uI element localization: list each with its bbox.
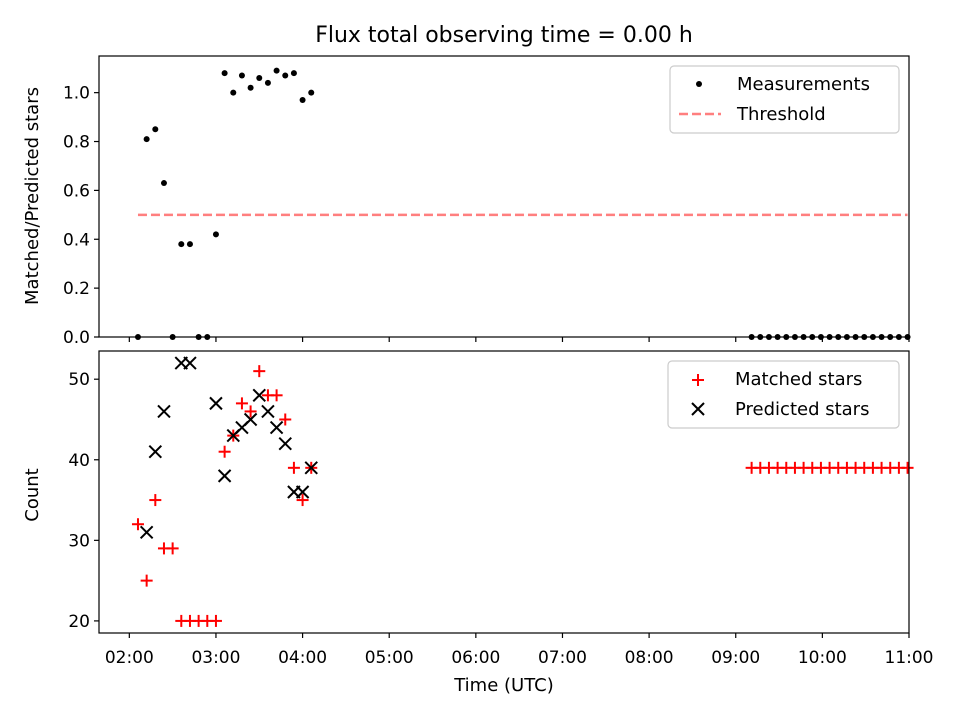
top-chart-title: Flux total observing time = 0.00 h <box>315 23 693 48</box>
matched-star-point <box>131 518 144 531</box>
x-tick-label: 09:00 <box>711 648 760 668</box>
predicted-star-point <box>183 356 197 370</box>
predicted-star-point <box>295 485 310 499</box>
matched-star-point <box>166 542 179 555</box>
bottom-y-tick-label: 30 <box>68 531 90 551</box>
matched-star-point <box>901 461 914 474</box>
predicted-star-point <box>157 404 171 419</box>
matched-star-point <box>287 461 300 474</box>
predicted-star-point <box>269 420 284 435</box>
bottom-legend-frame <box>667 360 900 429</box>
measurement-point <box>247 84 254 91</box>
x-tick-label: 04:00 <box>278 648 327 668</box>
predicted-star-point <box>252 388 266 403</box>
top-legend-frame <box>669 65 900 134</box>
predicted-star-point <box>209 396 223 411</box>
matched-star-point <box>296 494 309 507</box>
predicted-stars-legend-label: Predicted stars <box>735 399 869 420</box>
matched-star-point <box>149 494 162 507</box>
predicted-star-point <box>217 469 232 483</box>
x-tick-label: 02:00 <box>105 648 154 668</box>
matched-star-point <box>218 445 231 458</box>
x-tick-label: 03:00 <box>191 648 240 668</box>
matched-star-point <box>209 614 222 627</box>
matched-star-point <box>235 397 248 410</box>
measurement-point <box>143 136 150 143</box>
predicted-star-point <box>304 461 318 475</box>
top-y-tick-label: 1.0 <box>63 84 90 104</box>
x-tick-label: 05:00 <box>365 648 414 668</box>
measurement-point <box>308 89 315 96</box>
top-plot-area: 0.0 0.2 0.4 0.6 0.8 1.0 <box>63 55 911 348</box>
measurement-point <box>299 96 306 103</box>
x-tick-label: 11:00 <box>885 648 934 668</box>
measurements-legend-marker <box>696 81 702 87</box>
threshold-legend-label: Threshold <box>736 104 826 125</box>
matched-stars-legend-label: Matched stars <box>735 369 862 390</box>
measurement-point <box>290 70 297 77</box>
matched-star-point <box>253 365 266 378</box>
bottom-plot-area: 20 30 40 50 02:00 03:00 04:00 05:00 06:00 07:00 08… <box>68 350 934 668</box>
measurement-point <box>256 74 263 81</box>
measurement-point <box>282 72 289 79</box>
predicted-star-point <box>139 525 154 539</box>
x-tick-label: 10:00 <box>798 648 847 668</box>
bottom-y-axis-label: Count <box>22 468 43 521</box>
matched-star-point <box>244 405 257 418</box>
top-legend: Measurements Threshold <box>669 65 900 134</box>
matched-star-point <box>279 413 292 426</box>
bottom-axes-frame <box>98 350 910 634</box>
measurement-point <box>186 241 193 248</box>
top-y-tick-label: 0.2 <box>63 279 90 299</box>
bottom-legend: Matched stars Predicted stars <box>667 360 900 429</box>
measurement-point <box>230 89 237 96</box>
top-y-tick-label: 0.8 <box>63 133 90 153</box>
top-axes-frame <box>98 55 910 338</box>
bottom-y-tick-label: 50 <box>68 370 90 390</box>
top-y-axis-label: Matched/Predicted stars <box>22 87 43 305</box>
predicted-star-point <box>243 412 258 427</box>
matched-star-point <box>140 574 153 587</box>
x-axis-label: Time (UTC) <box>453 675 554 696</box>
top-y-tick-label: 0.4 <box>63 230 90 250</box>
predicted-star-point <box>261 404 275 419</box>
measurement-point <box>273 67 280 74</box>
top-y-tick-label: 0.6 <box>63 181 90 201</box>
measurement-point <box>152 126 159 133</box>
measurement-point <box>221 70 228 77</box>
bottom-y-tick-label: 20 <box>68 612 90 632</box>
measurement-point <box>178 241 185 248</box>
predicted-stars-legend-marker <box>691 402 705 416</box>
measurement-point <box>212 231 219 238</box>
matched-stars-legend-marker <box>692 374 704 386</box>
top-y-tick-label: 0.0 <box>63 328 90 348</box>
measurements-legend-label: Measurements <box>737 74 870 95</box>
predicted-star-point <box>278 436 292 451</box>
measurement-point <box>264 79 271 86</box>
x-tick-label: 08:00 <box>625 648 674 668</box>
predicted-star-point <box>148 445 163 459</box>
bottom-y-tick-label: 40 <box>68 451 90 471</box>
matched-star-point <box>270 389 283 402</box>
measurement-point <box>238 72 245 79</box>
measurement-point <box>160 180 167 187</box>
x-tick-label: 07:00 <box>538 648 587 668</box>
x-tick-label: 06:00 <box>451 648 500 668</box>
